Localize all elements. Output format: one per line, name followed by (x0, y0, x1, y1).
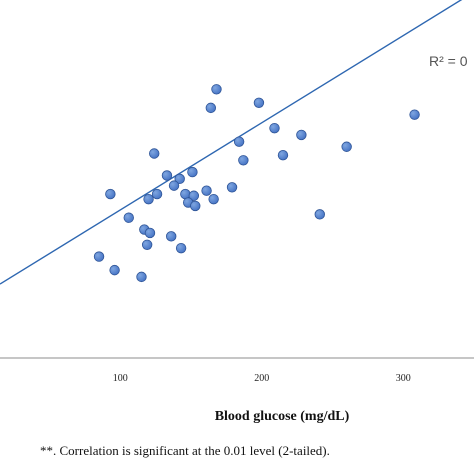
data-point-18 (151, 188, 163, 200)
data-point-2 (253, 97, 265, 109)
x-axis-label: Blood glucose (mg/dL) (215, 409, 350, 424)
data-point-27 (314, 209, 325, 220)
plot-area (0, 0, 463, 285)
data-point-4 (409, 109, 420, 120)
x-tick-label-200: 200 (254, 373, 269, 384)
data-point-5 (269, 122, 280, 134)
data-point-34 (109, 264, 120, 276)
data-point-10 (277, 149, 289, 161)
data-point-12 (187, 166, 198, 178)
data-point-30 (166, 231, 177, 242)
data-point-26 (123, 212, 134, 223)
data-point-24 (190, 200, 201, 212)
data-point-20 (188, 190, 200, 201)
data-point-7 (233, 136, 245, 147)
data-point-29 (144, 227, 156, 239)
x-tick-label-100: 100 (113, 373, 128, 384)
data-point-35 (136, 271, 147, 283)
data-point-16 (226, 182, 238, 193)
data-point-11 (238, 155, 249, 166)
footnote: **. Correlation is significant at the 0.… (40, 443, 330, 458)
data-point-15 (168, 180, 180, 191)
data-point-8 (341, 141, 352, 152)
data-point-17 (201, 185, 212, 196)
data-point-9 (149, 148, 160, 159)
data-point-22 (208, 193, 219, 205)
data-point-33 (93, 251, 105, 262)
data-point-25 (143, 193, 154, 205)
data-point-6 (296, 129, 307, 141)
x-tick-label-300: 300 (396, 373, 411, 384)
data-point-1 (211, 84, 222, 95)
data-point-21 (105, 188, 116, 200)
data-point-3 (205, 102, 217, 114)
x-axis-ticks: 100 200 300 (113, 373, 411, 384)
data-point-31 (141, 239, 153, 250)
data-point-32 (175, 242, 187, 254)
r-squared-annotation: R² = 0 (429, 53, 468, 69)
data-point-14 (174, 173, 185, 185)
data-point-13 (161, 170, 173, 181)
